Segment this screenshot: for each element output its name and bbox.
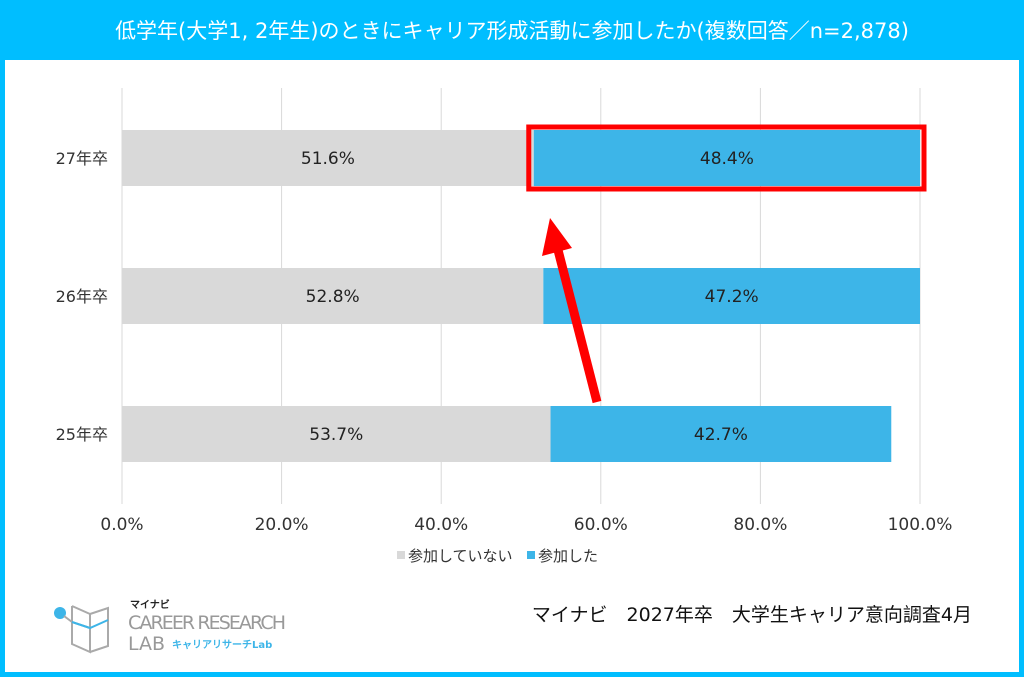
- x-tick-label: 0.0%: [100, 515, 143, 535]
- highlight-box: [526, 124, 927, 192]
- legend-label: 参加していない: [408, 547, 513, 565]
- trend-arrow-head: [542, 218, 572, 256]
- data-label: 47.2%: [705, 287, 759, 307]
- logo-tag: キャリアリサーチLab: [172, 639, 272, 651]
- chart-title: 低学年(大学1, 2年生)のときにキャリア形成活動に参加したか(複数回答／n=2…: [115, 19, 909, 43]
- source-note: マイナビ 2027年卒 大学生キャリア意向調査4月: [531, 604, 972, 626]
- bar-segment: [122, 406, 551, 462]
- x-tick-label: 40.0%: [414, 515, 468, 535]
- career-research-lab-logo: マイナビ CAREER RESEARCH LAB キャリアリサーチLab: [54, 598, 286, 655]
- data-label: 52.8%: [306, 287, 360, 307]
- bar-segment: [533, 130, 920, 186]
- data-label: 42.7%: [694, 425, 748, 445]
- bar-segment: [122, 268, 544, 324]
- bar-segment: [543, 268, 920, 324]
- legend-label: 参加した: [538, 547, 598, 565]
- y-tick-label: 25年卒: [56, 425, 108, 444]
- legend-swatch: [527, 551, 535, 559]
- data-label: 53.7%: [309, 425, 363, 445]
- y-tick-label: 26年卒: [56, 287, 108, 306]
- data-label: 48.4%: [700, 149, 754, 169]
- trend-arrow: [553, 248, 602, 404]
- x-tick-label: 100.0%: [888, 515, 953, 535]
- x-tick-label: 80.0%: [733, 515, 787, 535]
- logo-main: CAREER RESEARCH: [128, 612, 286, 634]
- x-tick-label: 20.0%: [255, 515, 309, 535]
- legend-swatch: [397, 551, 405, 559]
- bar-segment: [122, 130, 534, 186]
- logo-sub: LAB: [128, 633, 165, 655]
- x-tick-label: 60.0%: [574, 515, 628, 535]
- y-tick-label: 27年卒: [56, 149, 108, 168]
- bar-segment: [550, 406, 892, 462]
- data-label: 51.6%: [301, 149, 355, 169]
- logo-top: マイナビ: [130, 598, 170, 611]
